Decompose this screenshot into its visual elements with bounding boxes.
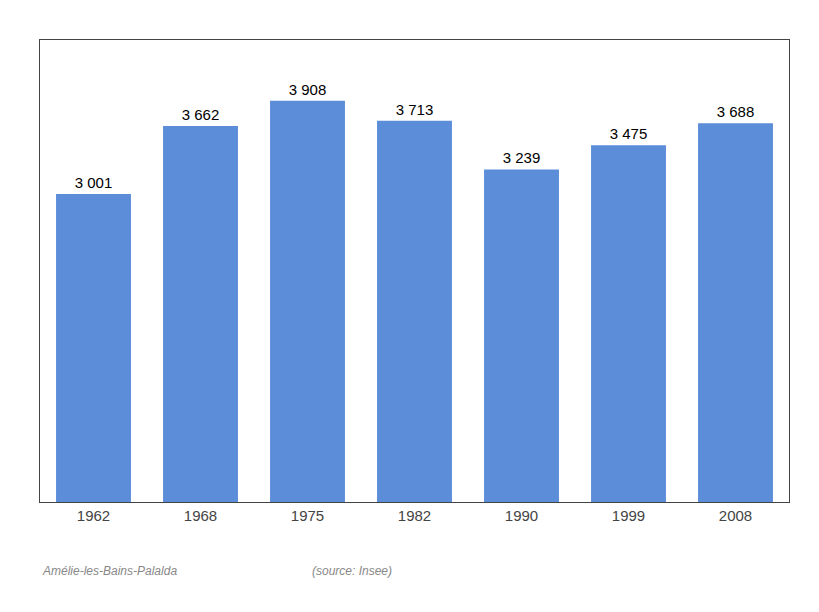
svg-text:1962: 1962 <box>77 507 110 524</box>
svg-text:3 239: 3 239 <box>503 149 541 166</box>
svg-text:1999: 1999 <box>612 507 645 524</box>
svg-text:2008: 2008 <box>719 507 752 524</box>
svg-text:1968: 1968 <box>184 507 217 524</box>
svg-text:1975: 1975 <box>291 507 324 524</box>
svg-text:3 475: 3 475 <box>610 125 648 142</box>
svg-text:1990: 1990 <box>505 507 538 524</box>
svg-text:Amélie-les-Bains-Palalda: Amélie-les-Bains-Palalda <box>42 564 177 578</box>
svg-text:(source: Insee): (source: Insee) <box>312 564 392 578</box>
svg-text:3 908: 3 908 <box>289 81 327 98</box>
svg-text:3 688: 3 688 <box>717 103 755 120</box>
svg-text:3 662: 3 662 <box>182 106 220 123</box>
svg-text:3 001: 3 001 <box>75 174 113 191</box>
svg-text:1982: 1982 <box>398 507 431 524</box>
svg-text:3 713: 3 713 <box>396 101 434 118</box>
